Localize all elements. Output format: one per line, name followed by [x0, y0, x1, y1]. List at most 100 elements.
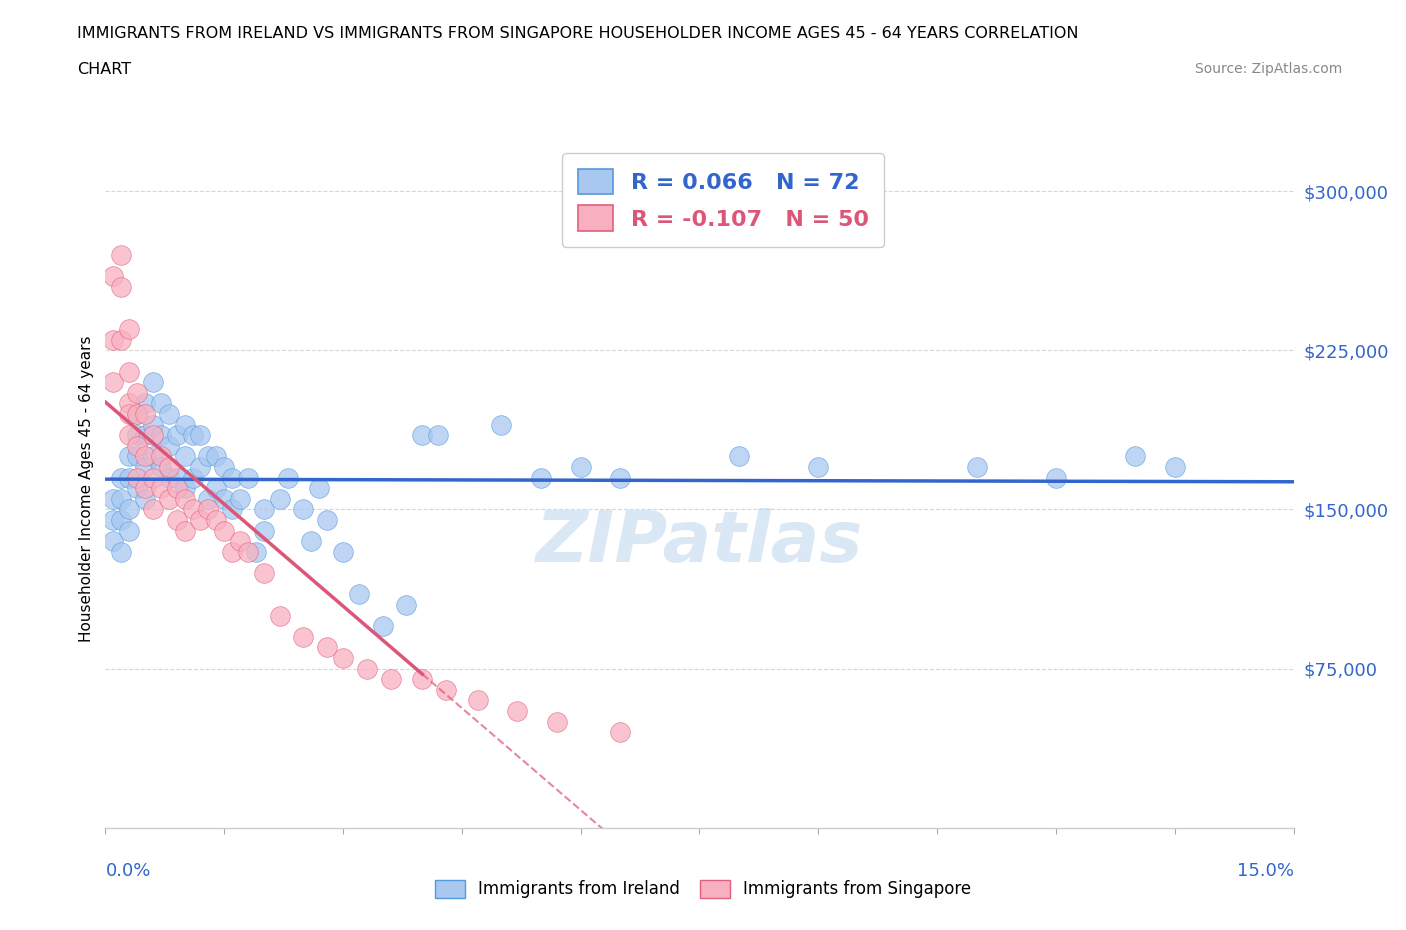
Point [103, 491, 125, 506]
Point [299, 534, 322, 549]
Point [229, 491, 252, 506]
Point [269, 608, 291, 623]
Point [269, 491, 291, 506]
Point [332, 544, 354, 559]
Point [253, 565, 276, 580]
Point [149, 481, 172, 496]
Point [118, 502, 141, 517]
Point [277, 471, 299, 485]
Point [157, 459, 180, 474]
Point [332, 651, 354, 666]
Point [118, 365, 141, 379]
Point [149, 449, 172, 464]
Point [110, 471, 132, 485]
Point [609, 471, 631, 485]
Point [173, 418, 195, 432]
Point [103, 512, 125, 527]
Text: 0.0%: 0.0% [105, 861, 150, 880]
Point [134, 481, 156, 496]
Point [110, 332, 132, 347]
Point [467, 693, 489, 708]
Point [214, 524, 236, 538]
Point [292, 630, 315, 644]
Point [110, 247, 132, 262]
Legend: Immigrants from Ireland, Immigrants from Singapore: Immigrants from Ireland, Immigrants from… [427, 873, 979, 905]
Point [134, 396, 156, 411]
Text: 15.0%: 15.0% [1236, 861, 1294, 880]
Point [371, 618, 394, 633]
Point [118, 322, 141, 337]
Point [166, 471, 188, 485]
Point [118, 449, 141, 464]
Point [1164, 459, 1187, 474]
Point [110, 279, 132, 294]
Point [728, 449, 751, 464]
Point [142, 418, 165, 432]
Point [157, 471, 180, 485]
Point [569, 459, 592, 474]
Point [142, 502, 165, 517]
Point [118, 524, 141, 538]
Point [134, 459, 156, 474]
Point [308, 481, 330, 496]
Point [292, 502, 315, 517]
Point [134, 428, 156, 443]
Point [221, 471, 243, 485]
Point [142, 428, 165, 443]
Point [181, 502, 204, 517]
Point [127, 449, 149, 464]
Point [103, 375, 125, 390]
Point [530, 471, 553, 485]
Point [134, 449, 156, 464]
Point [807, 459, 830, 474]
Point [118, 396, 141, 411]
Point [197, 491, 219, 506]
Point [966, 459, 988, 474]
Point [142, 471, 165, 485]
Point [181, 428, 204, 443]
Point [134, 406, 156, 421]
Point [173, 449, 195, 464]
Point [205, 481, 228, 496]
Point [142, 375, 165, 390]
Point [190, 428, 212, 443]
Point [103, 534, 125, 549]
Point [149, 428, 172, 443]
Point [149, 459, 172, 474]
Point [110, 544, 132, 559]
Y-axis label: Householder Income Ages 45 - 64 years: Householder Income Ages 45 - 64 years [79, 335, 94, 642]
Text: CHART: CHART [77, 62, 131, 77]
Point [103, 269, 125, 284]
Point [221, 502, 243, 517]
Point [110, 512, 132, 527]
Point [229, 534, 252, 549]
Point [127, 385, 149, 400]
Point [127, 481, 149, 496]
Text: ZIPatlas: ZIPatlas [536, 508, 863, 577]
Point [411, 428, 433, 443]
Point [253, 524, 276, 538]
Point [149, 396, 172, 411]
Point [236, 544, 259, 559]
Point [221, 544, 243, 559]
Point [166, 428, 188, 443]
Point [411, 671, 433, 686]
Point [157, 438, 180, 453]
Point [347, 587, 370, 602]
Point [110, 491, 132, 506]
Point [127, 428, 149, 443]
Point [118, 406, 141, 421]
Point [166, 481, 188, 496]
Point [434, 683, 457, 698]
Point [103, 332, 125, 347]
Point [205, 512, 228, 527]
Text: IMMIGRANTS FROM IRELAND VS IMMIGRANTS FROM SINGAPORE HOUSEHOLDER INCOME AGES 45 : IMMIGRANTS FROM IRELAND VS IMMIGRANTS FR… [77, 26, 1078, 41]
Point [395, 597, 418, 612]
Point [127, 406, 149, 421]
Point [214, 491, 236, 506]
Point [173, 524, 195, 538]
Point [173, 491, 195, 506]
Point [173, 481, 195, 496]
Point [127, 438, 149, 453]
Point [197, 449, 219, 464]
